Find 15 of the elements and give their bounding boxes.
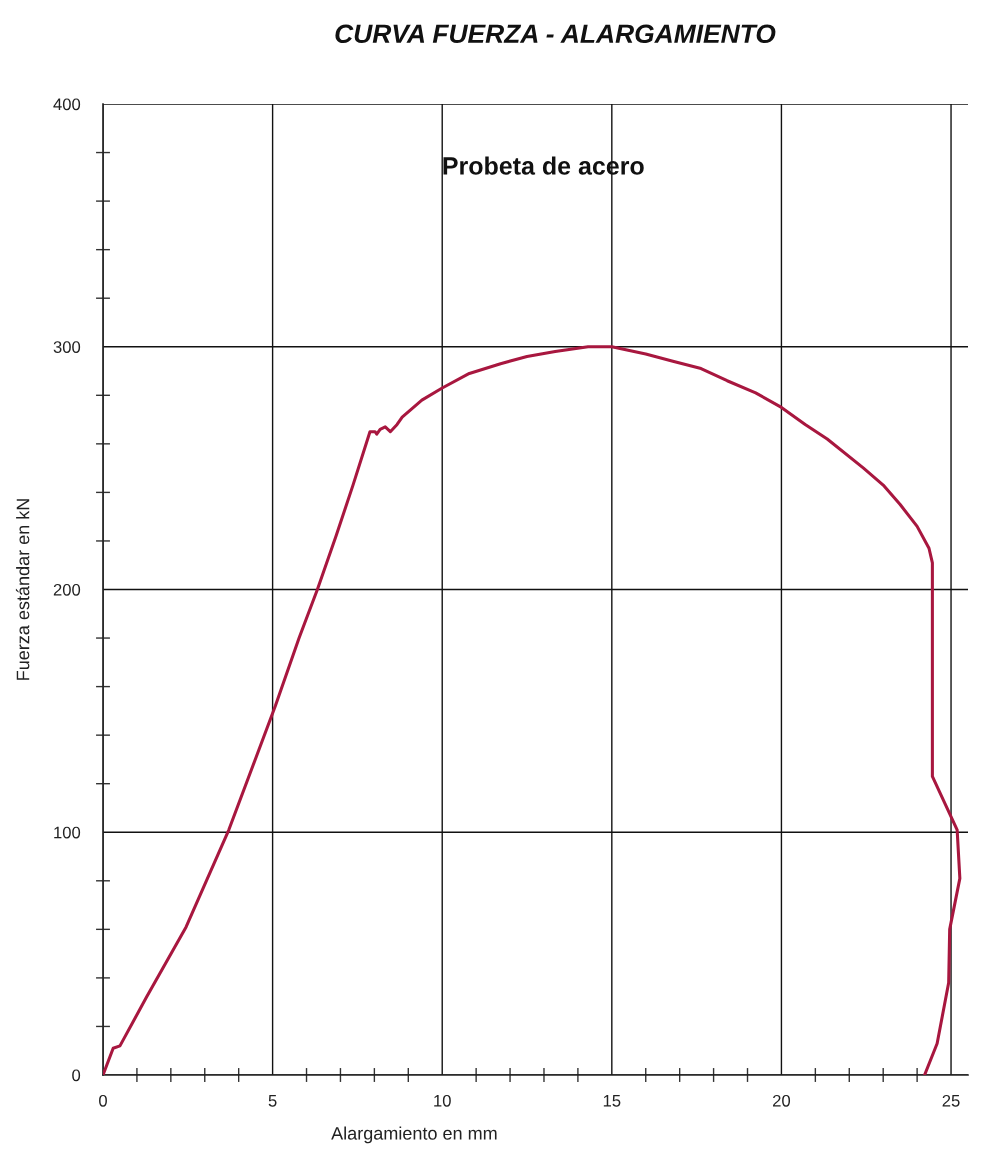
- y-tick-label: 300: [53, 341, 81, 353]
- x-tick-label: 20: [773, 1094, 791, 1107]
- x-tick-label: 15: [603, 1095, 621, 1107]
- x-tick-label: 0: [99, 1094, 107, 1107]
- line-series: [103, 345, 962, 1075]
- y-tick-label: 0: [72, 1069, 81, 1082]
- y-tick-label: 400: [53, 98, 81, 111]
- x-tick-label: 25: [942, 1094, 960, 1107]
- y-tick-label: 200: [53, 583, 81, 596]
- y-tick-label: 100: [54, 826, 81, 839]
- x-tick-label: 10: [434, 1094, 451, 1107]
- x-axis-title: Alargamiento en mm: [331, 1126, 497, 1144]
- x-tick-label: 5: [268, 1095, 277, 1107]
- chart-title: CURVA FUERZA - ALARGAMIENTO: [335, 24, 776, 44]
- y-axis-title: Fuerza estándar en kN: [15, 499, 30, 680]
